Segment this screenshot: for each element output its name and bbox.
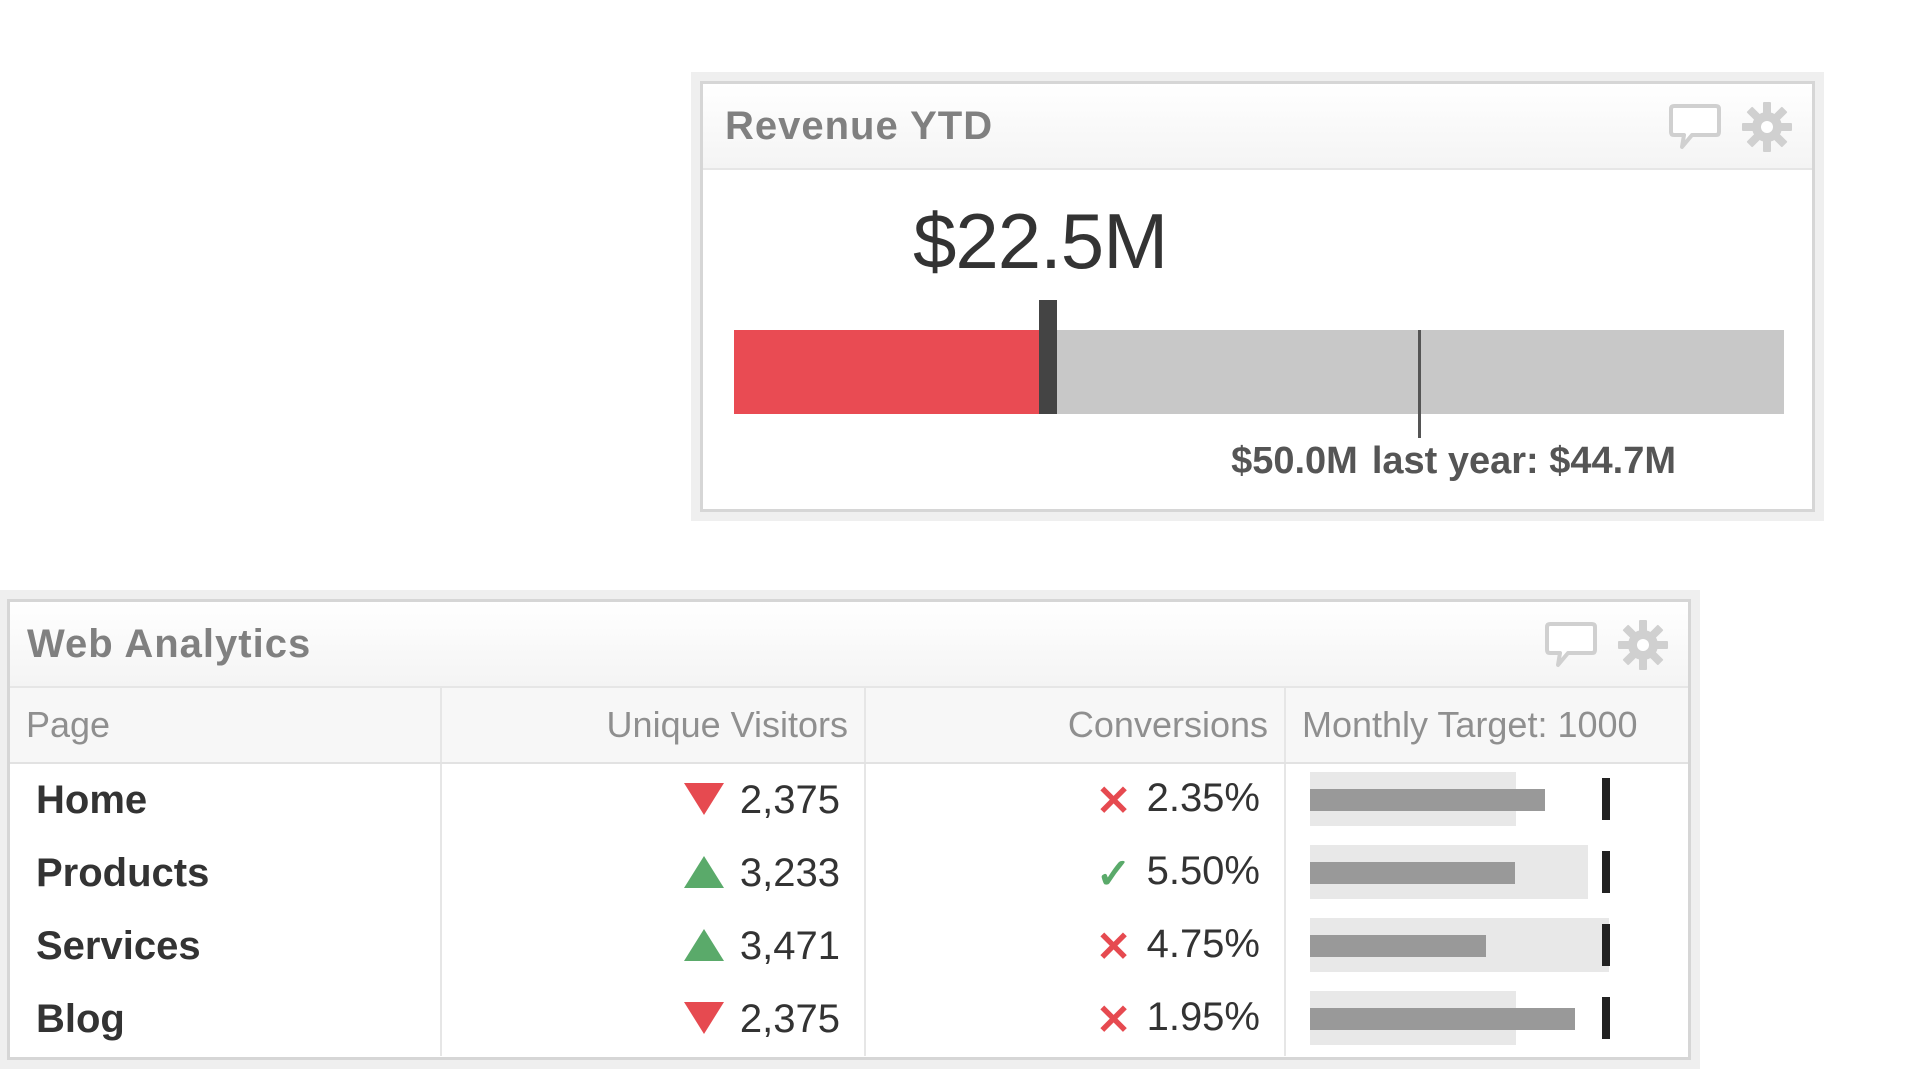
scale-max-label: $50.0M [1231, 440, 1358, 482]
conversions-cell: ✕ 4.75% [864, 910, 1285, 983]
monthly-target-bullet [1310, 771, 1672, 830]
conversions-value: 2.35% [1146, 776, 1260, 821]
unique-visitors-cell: 2,375 [440, 763, 865, 837]
target-marker [1602, 777, 1610, 820]
table-row[interactable]: Blog 2,375 ✕ 1.95% [10, 983, 1688, 1056]
comment-icon[interactable] [1544, 620, 1598, 670]
conversions-value: 5.50% [1146, 849, 1260, 894]
unique-visitors-cell: 3,471 [440, 910, 865, 983]
trend-down-icon [683, 1002, 724, 1035]
column-header-conversions[interactable]: Conversions [864, 688, 1285, 764]
page-name[interactable]: Services [10, 910, 441, 983]
monthly-target-cell [1284, 837, 1688, 910]
target-marker [1602, 850, 1610, 893]
widget-title: Web Analytics [27, 622, 312, 666]
target-marker [1602, 996, 1610, 1039]
bullet-value-bar [734, 330, 1041, 414]
check-icon: ✓ [1095, 850, 1132, 897]
target-marker [1602, 923, 1610, 966]
widget-tools [1544, 618, 1670, 672]
gear-icon[interactable] [1740, 100, 1794, 154]
unique-visitors-value: 3,471 [739, 924, 840, 968]
revenue-caption: $50.0M last year: $44.7M [1231, 440, 1676, 483]
bullet-value-marker [1039, 300, 1057, 414]
page-name-label: Services [36, 924, 201, 968]
conversions-value: 1.95% [1146, 995, 1260, 1040]
monthly-target-cell [1284, 763, 1688, 837]
unique-visitors-value: 2,375 [739, 997, 840, 1041]
monthly-target-cell [1284, 910, 1688, 983]
widget-tools [1668, 100, 1794, 154]
unique-visitors-value: 3,233 [739, 851, 840, 895]
widget-header: Web Analytics [10, 602, 1688, 688]
gear-icon[interactable] [1616, 618, 1670, 672]
conversions-cell: ✓ 5.50% [864, 837, 1285, 910]
page-name-label: Products [36, 851, 210, 895]
column-header-monthly-target[interactable]: Monthly Target: 1000 [1284, 688, 1688, 764]
monthly-target-cell [1284, 983, 1688, 1056]
trend-up-icon [683, 929, 724, 962]
monthly-target-bullet [1310, 990, 1672, 1049]
column-header-unique-visitors[interactable]: Unique Visitors [440, 688, 865, 764]
page-name[interactable]: Products [10, 837, 441, 910]
last-year-label: last year: $44.7M [1371, 440, 1676, 482]
bullet-last-year-marker [1418, 330, 1421, 438]
page-name-label: Home [36, 778, 148, 822]
revenue-value: $22.5M [913, 197, 1168, 285]
widget-title: Revenue YTD [725, 104, 994, 148]
page-name-label: Blog [36, 997, 125, 1041]
unique-visitors-cell: 2,375 [440, 983, 865, 1056]
cross-icon: ✕ [1095, 923, 1132, 970]
unique-visitors-cell: 3,233 [440, 837, 865, 910]
target-progress-bar [1310, 788, 1545, 811]
cross-icon: ✕ [1095, 996, 1132, 1043]
target-progress-bar [1310, 934, 1486, 957]
revenue-bullet-chart [734, 300, 1784, 438]
table-row[interactable]: Products 3,233 ✓ 5.50% [10, 837, 1688, 910]
revenue-ytd-widget: Revenue YTD $22.5M [700, 81, 1815, 512]
conversions-value: 4.75% [1146, 922, 1260, 967]
target-progress-bar [1310, 1007, 1575, 1030]
widget-header: Revenue YTD [703, 84, 1812, 170]
table-header-row: Page Unique Visitors Conversions Monthly… [10, 688, 1688, 764]
conversions-cell: ✕ 2.35% [864, 763, 1285, 837]
page-name[interactable]: Blog [10, 983, 441, 1056]
web-analytics-table: Page Unique Visitors Conversions Monthly… [10, 688, 1688, 1056]
trend-up-icon [683, 856, 724, 889]
unique-visitors-value: 2,375 [739, 778, 840, 822]
table-row[interactable]: Services 3,471 ✕ 4.75% [10, 910, 1688, 983]
monthly-target-bullet [1310, 917, 1672, 976]
cross-icon: ✕ [1095, 777, 1132, 824]
column-header-page[interactable]: Page [10, 688, 441, 764]
target-progress-bar [1310, 861, 1516, 884]
page-name[interactable]: Home [10, 763, 441, 837]
monthly-target-bullet [1310, 844, 1672, 903]
conversions-cell: ✕ 1.95% [864, 983, 1285, 1056]
table-body: Home 2,375 ✕ 2.35% Products 3,233 ✓ 5.50% Servic… [10, 763, 1688, 1056]
trend-down-icon [683, 783, 724, 816]
comment-icon[interactable] [1668, 102, 1722, 152]
web-analytics-widget: Web Analytics [7, 599, 1691, 1060]
table-row[interactable]: Home 2,375 ✕ 2.35% [10, 763, 1688, 837]
